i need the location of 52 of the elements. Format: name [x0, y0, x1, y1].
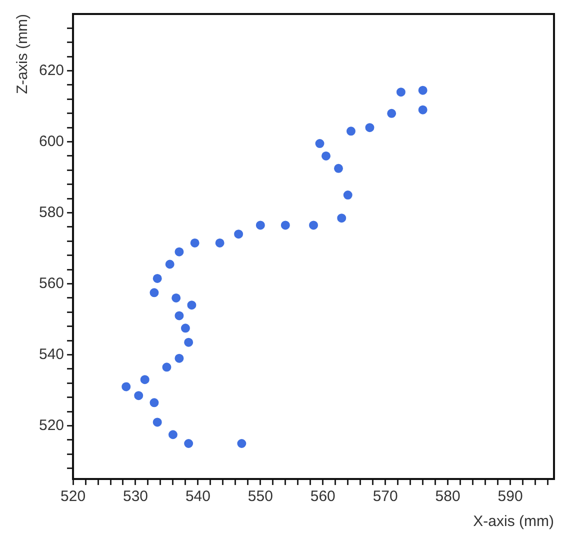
point — [150, 398, 159, 408]
point — [343, 190, 352, 200]
x-tick-label: 550 — [248, 488, 273, 506]
point — [150, 288, 159, 298]
point — [334, 164, 343, 173]
y-tick-label: 620 — [38, 62, 64, 79]
x-axis-title: X-axis (mm) — [473, 513, 554, 530]
point — [187, 300, 196, 310]
point — [180, 324, 190, 333]
point — [174, 354, 184, 363]
y-tick-label: 580 — [38, 204, 64, 221]
point — [122, 382, 131, 392]
x-tick-label: 590 — [498, 488, 523, 506]
point — [337, 214, 346, 223]
y-axis-title: Z-axis (mm) — [14, 14, 32, 94]
point — [162, 362, 172, 372]
point — [152, 274, 162, 283]
point — [315, 139, 324, 148]
point — [174, 311, 184, 320]
point — [174, 247, 184, 256]
point — [184, 338, 194, 347]
point — [322, 151, 331, 160]
point — [280, 220, 290, 230]
y-tick-label: 540 — [38, 346, 64, 363]
point — [215, 238, 224, 248]
y-tick-label: 520 — [38, 416, 64, 434]
x-tick-label: 520 — [60, 488, 86, 506]
point — [190, 238, 200, 248]
x-tick-label: 540 — [185, 488, 210, 506]
point — [396, 88, 406, 97]
point — [172, 293, 181, 302]
x-tick-label: 580 — [435, 488, 460, 506]
point — [237, 439, 246, 448]
point — [134, 391, 144, 400]
x-tick-label: 530 — [122, 488, 148, 506]
point — [165, 260, 174, 269]
y-tick-label: 560 — [38, 274, 64, 292]
point — [309, 220, 318, 230]
point — [365, 123, 374, 132]
point — [140, 375, 150, 384]
x-tick-label: 570 — [372, 488, 398, 506]
point — [387, 108, 396, 118]
point — [418, 105, 428, 114]
x-tick-label: 560 — [310, 488, 336, 506]
point — [256, 220, 265, 230]
point — [418, 86, 428, 95]
y-tick-label: 600 — [38, 132, 64, 150]
point — [346, 126, 356, 136]
point — [184, 439, 194, 448]
point — [234, 230, 244, 239]
point — [152, 418, 162, 427]
point — [168, 430, 178, 440]
